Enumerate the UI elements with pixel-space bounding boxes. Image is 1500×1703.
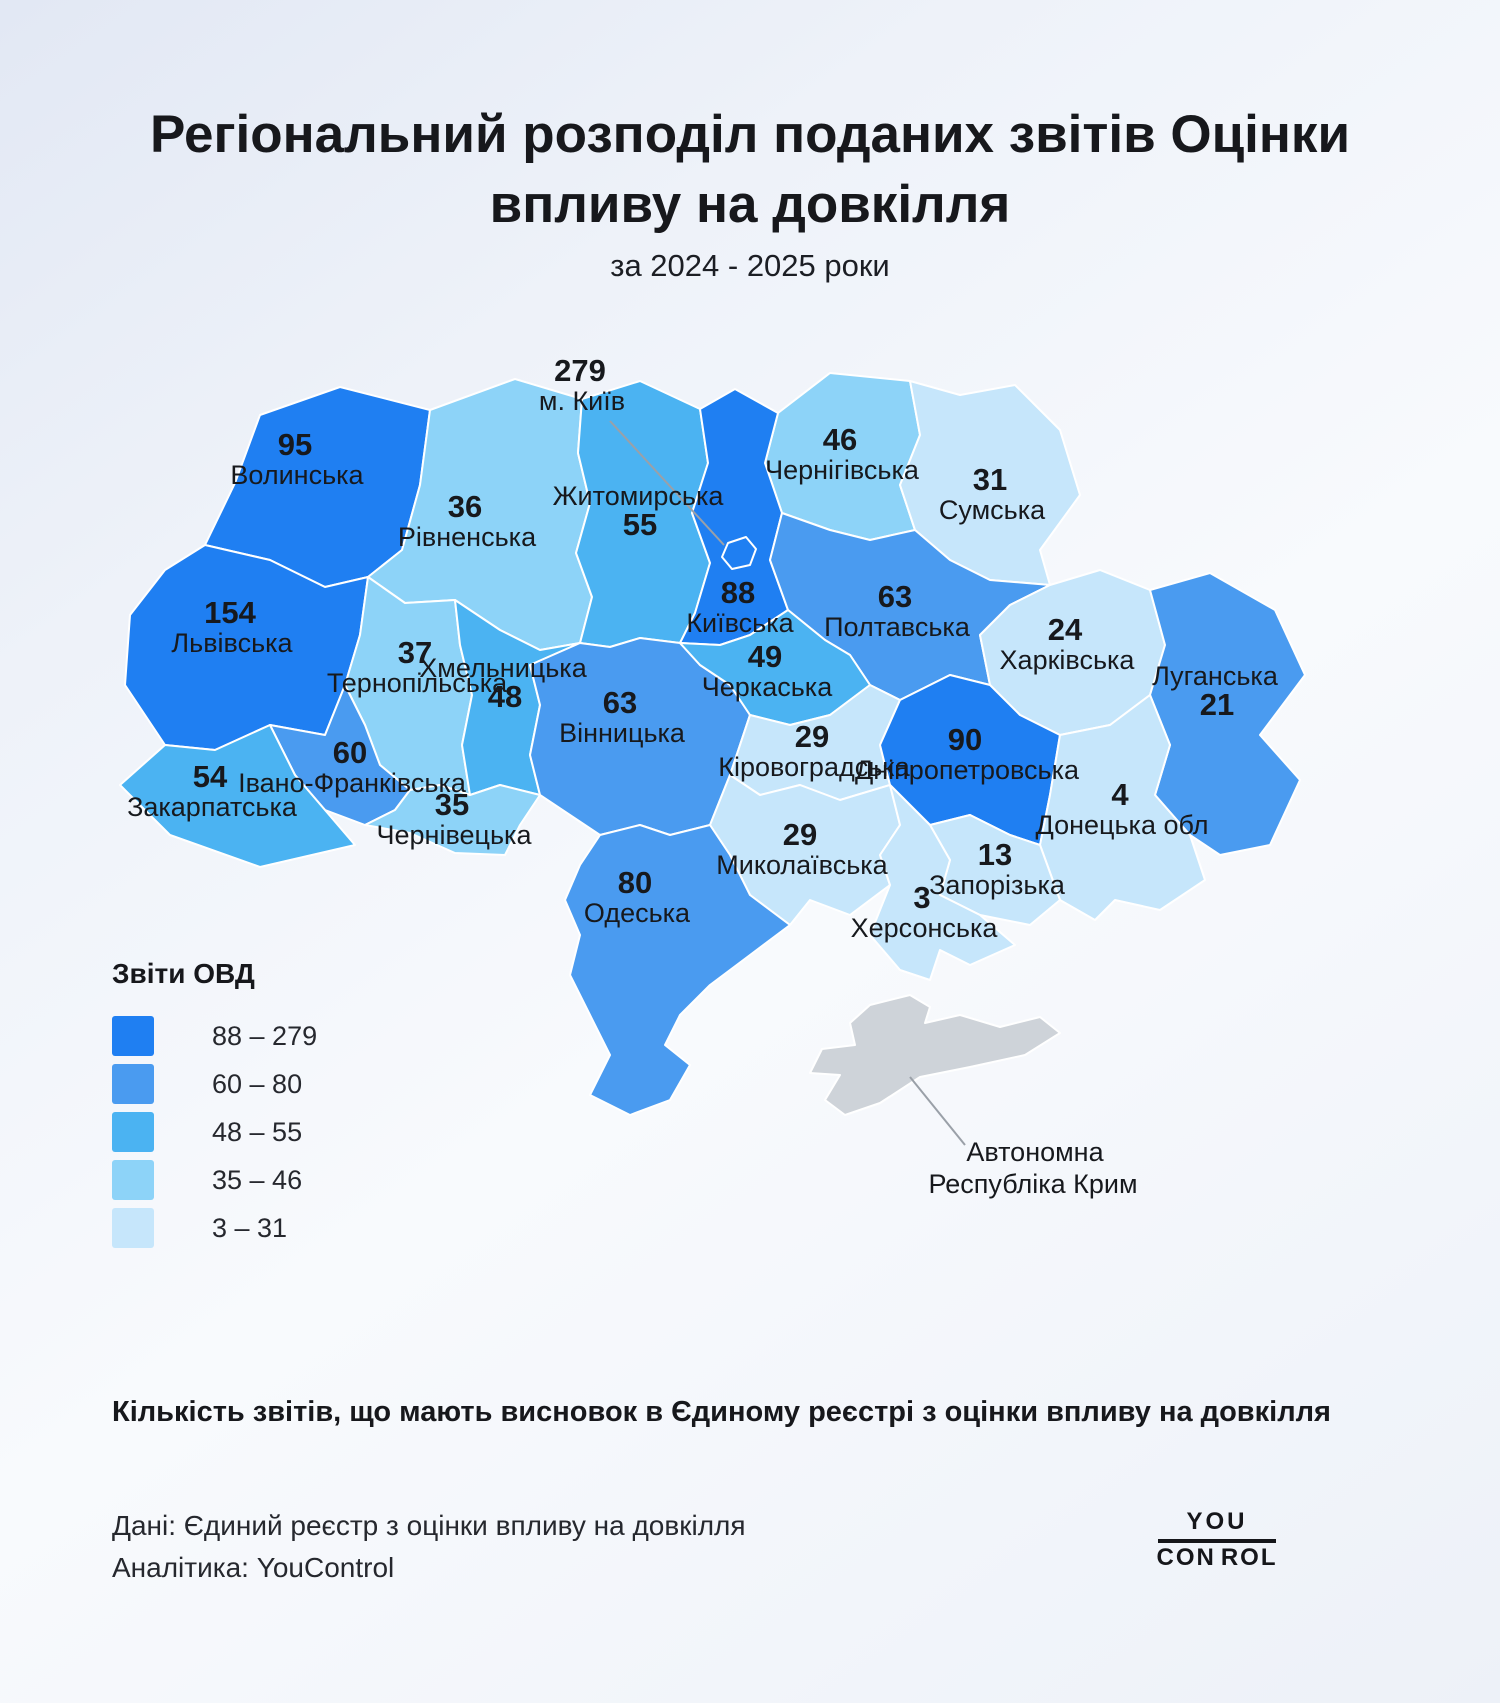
callout-line-crimea <box>909 1076 966 1146</box>
region-label: Київська <box>686 608 794 638</box>
region-label: Республіка Крим <box>928 1169 1137 1199</box>
region-label: 55 <box>623 507 657 542</box>
map-legend: Звіти ОВД 88 – 279 60 – 80 48 – 55 35 – 46 3… <box>112 958 412 1256</box>
region-label: 4 <box>1111 777 1129 812</box>
region-label: Чернігівська <box>765 455 920 485</box>
region-label: 90 <box>948 722 982 757</box>
region-label: 95 <box>278 427 312 462</box>
region-label: 29 <box>795 719 829 754</box>
region-label: Одеська <box>584 898 691 928</box>
region-label: Миколаївська <box>716 850 888 880</box>
region-label: 154 <box>204 595 256 630</box>
region-label: Рівненська <box>398 522 537 552</box>
callout-line-kyiv-city <box>609 420 725 546</box>
region-label: Житомирська <box>553 481 725 511</box>
region-label: 63 <box>603 685 637 720</box>
region-label: 36 <box>448 489 482 524</box>
region-label: 46 <box>823 422 857 457</box>
region-label: Полтавська <box>824 612 971 642</box>
region-label: 35 <box>435 787 469 822</box>
region-label: 88 <box>721 575 755 610</box>
page-title: Регіональний розподіл поданих звітів Оці… <box>0 100 1500 240</box>
region-label: 54 <box>193 759 228 794</box>
region-label: Хмельницька <box>419 653 587 683</box>
region-chernivtsi <box>364 784 541 856</box>
region-label: 37 <box>398 635 432 670</box>
region-label: 80 <box>618 865 652 900</box>
legend-swatch-c2 <box>112 1064 154 1104</box>
region-kyiv-city <box>721 536 757 570</box>
region-label: Івано-Франківська <box>238 768 467 798</box>
legend-swatch-c4 <box>112 1160 154 1200</box>
legend-row-c4: 35 – 46 <box>112 1160 412 1200</box>
legend-row-c5: 3 – 31 <box>112 1208 412 1248</box>
region-label: Дніпропетровська <box>855 755 1080 785</box>
legend-swatch-c3 <box>112 1112 154 1152</box>
region-label: Волинська <box>230 460 364 490</box>
source-analytics-line: Аналітика: YouControl <box>112 1552 395 1583</box>
region-label: 3 <box>913 880 930 915</box>
region-label: Автономна <box>966 1137 1104 1167</box>
region-label: Харківська <box>1000 645 1136 675</box>
region-label: 63 <box>878 579 912 614</box>
region-label: Чернівецька <box>377 820 533 850</box>
region-label: 279 <box>554 355 606 388</box>
region-label: Херсонська <box>851 913 999 943</box>
legend-rows: 88 – 279 60 – 80 48 – 55 35 – 46 3 – 31 <box>112 1016 412 1248</box>
region-label: Вінницька <box>559 718 686 748</box>
region-zakarpattia <box>119 724 356 868</box>
region-label: Луганська <box>1152 661 1279 691</box>
region-label: 31 <box>973 462 1007 497</box>
legend-label-c5: 3 – 31 <box>212 1212 288 1243</box>
region-label: Черкаська <box>702 672 833 702</box>
source-data-line: Дані: Єдиний реєстр з оцінки впливу на д… <box>112 1510 746 1541</box>
region-label: 13 <box>978 837 1012 872</box>
region-label: Закарпатська <box>127 792 298 822</box>
youcontrol-logo: YOU CON ROL <box>1156 1508 1278 1572</box>
region-label: Львівська <box>171 628 293 658</box>
legend-swatch-c1 <box>112 1016 154 1056</box>
region-kherson <box>869 784 1016 981</box>
region-label: Сумська <box>939 495 1046 525</box>
region-label: м. Київ <box>539 386 625 416</box>
region-label: 60 <box>333 735 367 770</box>
region-label: Кіровоградська <box>718 752 910 782</box>
region-odesa <box>564 824 791 1116</box>
legend-swatch-c5 <box>112 1208 154 1248</box>
region-label: 49 <box>748 639 782 674</box>
footnote-text: Кількість звітів, що мають висновок в Єд… <box>112 1396 1331 1428</box>
page-title-line2: впливу на довкілля <box>489 174 1011 234</box>
legend-title: Звіти ОВД <box>112 958 255 989</box>
legend-row-c3: 48 – 55 <box>112 1112 412 1152</box>
region-label: 21 <box>1200 687 1234 722</box>
legend-label-c4: 35 – 46 <box>212 1164 303 1195</box>
region-label: 29 <box>783 817 817 852</box>
legend-row-c1: 88 – 279 <box>112 1016 412 1056</box>
region-label: Запорізька <box>929 870 1066 900</box>
region-label: 24 <box>1048 612 1083 647</box>
region-label: Донецька обл <box>1035 810 1208 840</box>
region-label: 48 <box>488 679 522 714</box>
legend-label-c2: 60 – 80 <box>212 1068 303 1099</box>
page-title-line1: Регіональний розподіл поданих звітів Оці… <box>149 105 1351 164</box>
legend-row-c2: 60 – 80 <box>112 1064 412 1104</box>
page-subtitle: за 2024 - 2025 роки <box>610 248 890 283</box>
region-label: Тернопільська <box>327 668 508 698</box>
legend-label-c1: 88 – 279 <box>212 1020 318 1051</box>
logo-control-text: CON ROL <box>1156 1544 1278 1571</box>
logo-you-text: YOU <box>1158 1508 1276 1543</box>
legend-label-c3: 48 – 55 <box>212 1116 303 1147</box>
region-crimea <box>809 994 1061 1116</box>
